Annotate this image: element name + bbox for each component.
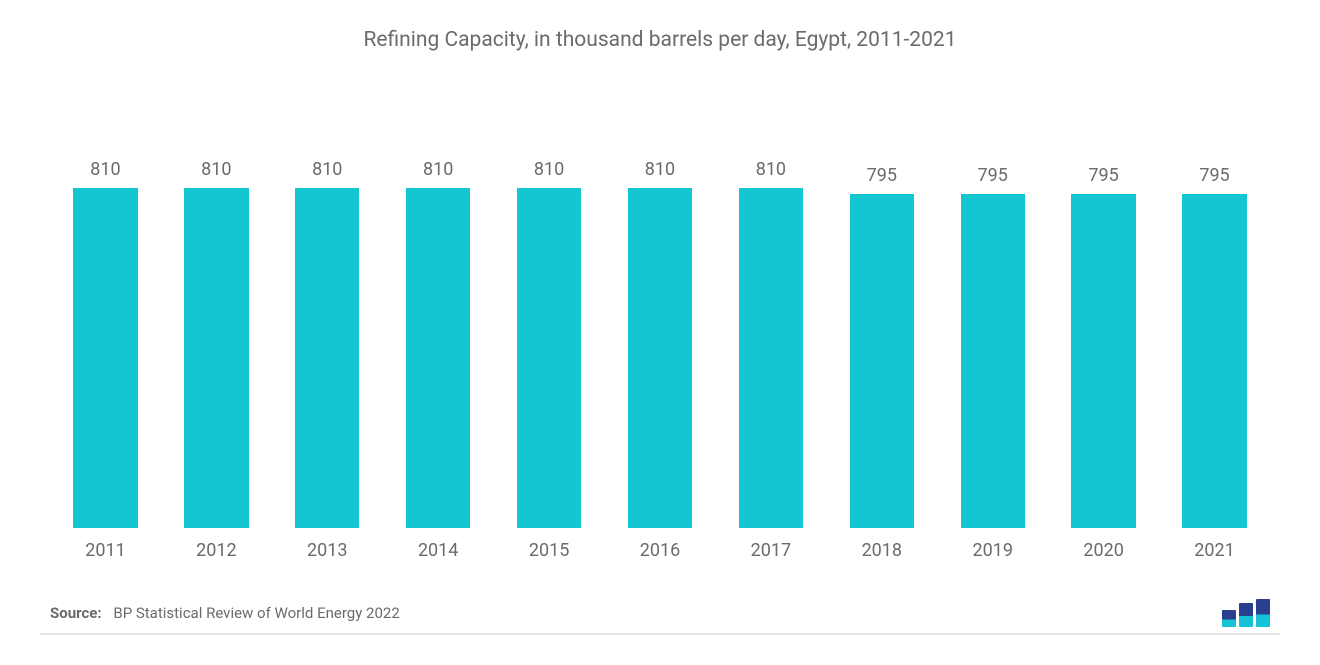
bar-value-label: 810 <box>645 159 675 180</box>
source-label: Source: <box>50 604 102 622</box>
bar-group: 810 2012 <box>161 122 272 561</box>
bar <box>184 188 248 528</box>
bar <box>406 188 470 528</box>
bar-group: 795 2018 <box>826 122 937 561</box>
bar-category-label: 2013 <box>307 540 347 561</box>
bar <box>961 194 1025 528</box>
bar-category-label: 2014 <box>418 540 458 561</box>
bar-value-label: 810 <box>90 159 120 180</box>
bar-group: 810 2016 <box>605 122 716 561</box>
bar-category-label: 2011 <box>85 540 125 561</box>
bar-value-label: 810 <box>201 159 231 180</box>
bar-value-label: 810 <box>423 159 453 180</box>
bar <box>517 188 581 528</box>
bar-group: 810 2015 <box>494 122 605 561</box>
bar <box>1182 194 1246 528</box>
bar <box>73 188 137 528</box>
chart-title: Refining Capacity, in thousand barrels p… <box>40 28 1280 52</box>
plot-area: 810 2011 810 2012 810 2013 810 2014 810 2015 810 20… <box>40 62 1280 571</box>
bar-group: 810 2011 <box>50 122 161 561</box>
bar <box>739 188 803 528</box>
bar-category-label: 2021 <box>1194 540 1234 561</box>
bar-group: 810 2014 <box>383 122 494 561</box>
bar-category-label: 2020 <box>1083 540 1123 561</box>
bar-category-label: 2019 <box>972 540 1012 561</box>
bar-category-label: 2015 <box>529 540 569 561</box>
bar <box>295 188 359 528</box>
chart-footer: Source: BP Statistical Review of World E… <box>40 581 1280 635</box>
bar-value-label: 795 <box>1088 165 1118 186</box>
bar-value-label: 795 <box>1199 165 1229 186</box>
brand-logo-icon <box>1222 599 1270 627</box>
bar-group: 795 2020 <box>1048 122 1159 561</box>
bar <box>1071 194 1135 528</box>
bar-category-label: 2016 <box>640 540 680 561</box>
bar-group: 810 2013 <box>272 122 383 561</box>
source-text: BP Statistical Review of World Energy 20… <box>113 604 399 622</box>
bar <box>628 188 692 528</box>
bar-value-label: 810 <box>534 159 564 180</box>
bar-group: 810 2017 <box>715 122 826 561</box>
bar-value-label: 810 <box>312 159 342 180</box>
bar-category-label: 2012 <box>196 540 236 561</box>
bar-group: 795 2019 <box>937 122 1048 561</box>
bar-group: 795 2021 <box>1159 122 1270 561</box>
chart-container: Refining Capacity, in thousand barrels p… <box>0 0 1320 665</box>
bar-value-label: 795 <box>867 165 897 186</box>
bar <box>850 194 914 528</box>
bar-value-label: 795 <box>978 165 1008 186</box>
bar-category-label: 2018 <box>862 540 902 561</box>
bar-value-label: 810 <box>756 159 786 180</box>
source-line: Source: BP Statistical Review of World E… <box>50 604 400 622</box>
bar-category-label: 2017 <box>751 540 791 561</box>
